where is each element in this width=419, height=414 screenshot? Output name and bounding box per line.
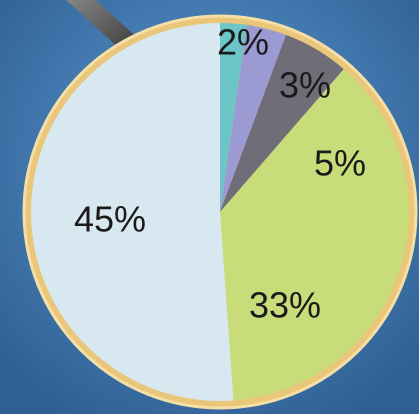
- pie: [30, 23, 409, 402]
- pie-slice: [220, 34, 344, 212]
- slice-label: 3%: [279, 65, 331, 106]
- pie-slice: [220, 23, 247, 212]
- magnifier-handle: [66, 0, 135, 50]
- slice-label: 2%: [217, 22, 269, 63]
- pie-slice: [220, 24, 287, 212]
- slice-label: 33%: [249, 285, 321, 326]
- pie-slice: [30, 23, 234, 402]
- labels: 2%3% 5% 33% 45%: [74, 22, 366, 326]
- slice-label: 5%: [314, 143, 366, 184]
- pie-slice: [220, 69, 409, 401]
- slice-label: 45%: [74, 199, 146, 240]
